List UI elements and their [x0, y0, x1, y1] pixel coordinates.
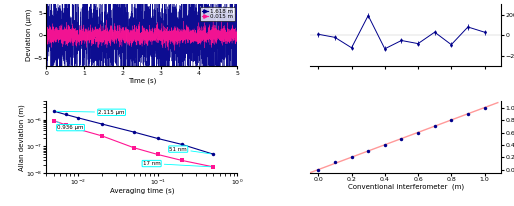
Legend: 1.618 m, 0.015 m: 1.618 m, 0.015 m — [200, 7, 234, 21]
Text: 2.115 μm: 2.115 μm — [57, 110, 125, 115]
Text: 0.936 μm: 0.936 μm — [57, 122, 84, 130]
X-axis label: Time (s): Time (s) — [127, 77, 156, 83]
Y-axis label: Deviation (μm): Deviation (μm) — [25, 9, 31, 61]
Text: 51 nm: 51 nm — [169, 147, 211, 154]
X-axis label: Conventional interferometer  (m): Conventional interferometer (m) — [347, 184, 464, 190]
X-axis label: Averaging time (s): Averaging time (s) — [109, 188, 174, 194]
Text: 17 nm: 17 nm — [143, 161, 211, 167]
Y-axis label: Allan deviation (m): Allan deviation (m) — [18, 104, 25, 171]
